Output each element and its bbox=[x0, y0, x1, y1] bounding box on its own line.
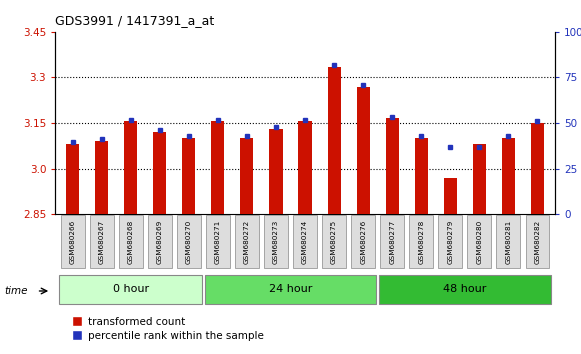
Text: GSM680282: GSM680282 bbox=[535, 219, 540, 264]
Bar bbox=[444, 178, 457, 214]
Text: GSM680271: GSM680271 bbox=[215, 219, 221, 264]
Bar bbox=[153, 132, 166, 214]
Bar bbox=[182, 138, 195, 214]
FancyBboxPatch shape bbox=[148, 215, 172, 268]
Text: GSM680273: GSM680273 bbox=[273, 219, 279, 264]
Bar bbox=[124, 121, 137, 214]
Text: GDS3991 / 1417391_a_at: GDS3991 / 1417391_a_at bbox=[55, 13, 214, 27]
FancyBboxPatch shape bbox=[467, 215, 491, 268]
Text: 24 hour: 24 hour bbox=[269, 284, 312, 295]
Text: GSM680266: GSM680266 bbox=[70, 219, 76, 264]
Text: GSM680272: GSM680272 bbox=[244, 219, 250, 264]
Bar bbox=[473, 144, 486, 214]
Bar bbox=[328, 67, 340, 214]
FancyBboxPatch shape bbox=[89, 215, 114, 268]
Text: 0 hour: 0 hour bbox=[113, 284, 149, 295]
FancyBboxPatch shape bbox=[351, 215, 375, 268]
Text: GSM680267: GSM680267 bbox=[99, 219, 105, 264]
Text: GSM680281: GSM680281 bbox=[505, 219, 511, 264]
Bar bbox=[95, 141, 108, 214]
Text: time: time bbox=[5, 286, 28, 296]
Bar bbox=[66, 144, 79, 214]
FancyBboxPatch shape bbox=[264, 215, 288, 268]
Text: GSM680276: GSM680276 bbox=[360, 219, 366, 264]
Bar bbox=[531, 123, 544, 214]
FancyBboxPatch shape bbox=[206, 215, 229, 268]
FancyBboxPatch shape bbox=[235, 215, 259, 268]
FancyBboxPatch shape bbox=[380, 215, 404, 268]
FancyBboxPatch shape bbox=[496, 215, 521, 268]
Bar bbox=[502, 138, 515, 214]
FancyBboxPatch shape bbox=[177, 215, 201, 268]
Text: GSM680268: GSM680268 bbox=[128, 219, 134, 264]
Text: GSM680274: GSM680274 bbox=[302, 219, 308, 264]
Bar bbox=[211, 121, 224, 214]
Bar bbox=[241, 138, 253, 214]
Text: GSM680278: GSM680278 bbox=[418, 219, 424, 264]
Bar bbox=[270, 129, 282, 214]
Text: GSM680279: GSM680279 bbox=[447, 219, 453, 264]
Legend: transformed count, percentile rank within the sample: transformed count, percentile rank withi… bbox=[72, 317, 264, 341]
Text: GSM680275: GSM680275 bbox=[331, 219, 337, 264]
FancyBboxPatch shape bbox=[438, 215, 462, 268]
Text: GSM680280: GSM680280 bbox=[476, 219, 482, 264]
FancyBboxPatch shape bbox=[59, 275, 202, 304]
Text: GSM680270: GSM680270 bbox=[186, 219, 192, 264]
Bar bbox=[357, 87, 370, 214]
Bar bbox=[386, 119, 399, 214]
FancyBboxPatch shape bbox=[379, 275, 551, 304]
FancyBboxPatch shape bbox=[119, 215, 142, 268]
FancyBboxPatch shape bbox=[293, 215, 317, 268]
FancyBboxPatch shape bbox=[409, 215, 433, 268]
Text: GSM680269: GSM680269 bbox=[157, 219, 163, 264]
FancyBboxPatch shape bbox=[526, 215, 549, 268]
Bar bbox=[299, 121, 311, 214]
Text: 48 hour: 48 hour bbox=[443, 284, 486, 295]
FancyBboxPatch shape bbox=[205, 275, 376, 304]
FancyBboxPatch shape bbox=[322, 215, 346, 268]
Bar bbox=[415, 138, 428, 214]
Text: GSM680277: GSM680277 bbox=[389, 219, 395, 264]
FancyBboxPatch shape bbox=[61, 215, 85, 268]
